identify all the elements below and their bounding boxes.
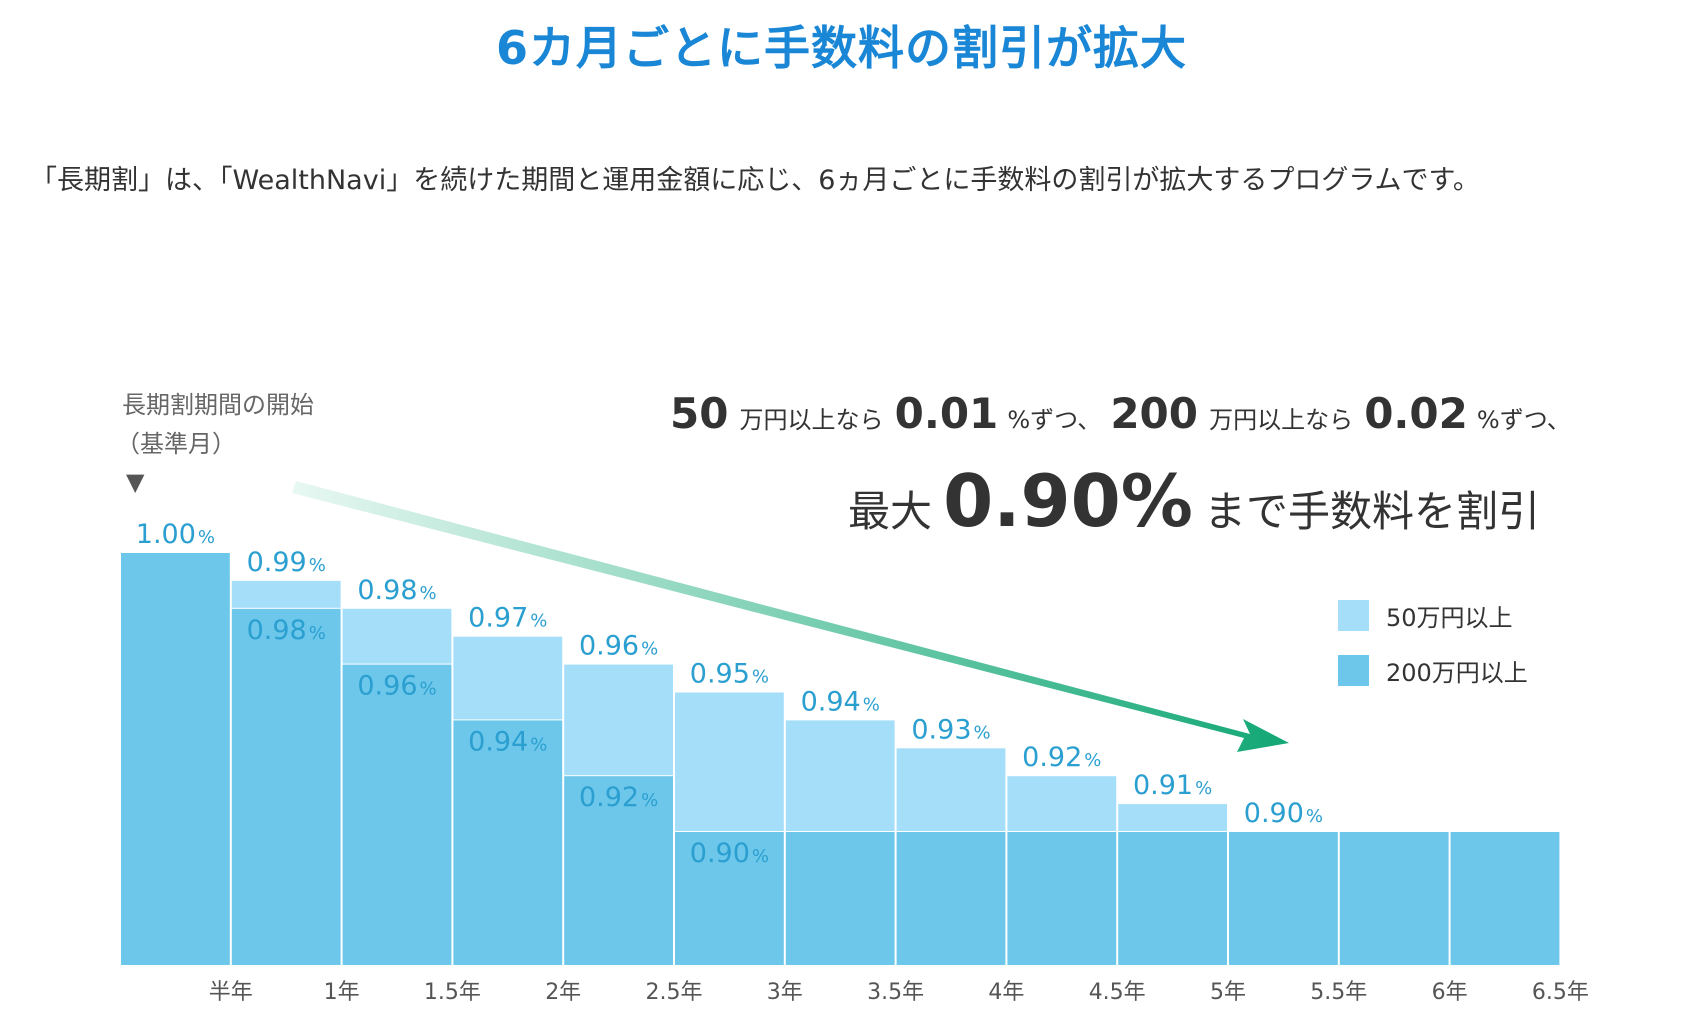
legend-swatch-50 (1338, 600, 1369, 631)
bar-200-7 (896, 832, 1006, 965)
value-label-50-6: 0.94% (801, 686, 880, 717)
bar-200-12 (1450, 832, 1560, 965)
value-label-200-4: 0.92% (579, 782, 658, 813)
decreasing-arrow-icon (292, 481, 1289, 752)
x-tick-label-3: 1.5年 (424, 980, 481, 1005)
headline-suffix-1: %ずつ、 (1007, 406, 1101, 434)
value-label-50-1: 0.99% (247, 547, 326, 578)
start-label-line1: 長期割期間の開始 (122, 391, 314, 419)
headline-amount-1: 50 (670, 389, 728, 438)
x-tick-label-11: 5.5年 (1310, 980, 1367, 1005)
value-label-200-2: 0.96% (357, 671, 436, 702)
value-label-200-5: 0.90% (690, 838, 769, 869)
value-label-50-7: 0.93% (911, 714, 990, 745)
value-label-50-3: 0.97% (468, 603, 547, 634)
x-tick-label-12: 6年 (1432, 980, 1468, 1005)
bar-50-3 (453, 636, 563, 720)
bar-200-3 (453, 720, 563, 965)
bar-50-1 (231, 580, 341, 608)
value-label-50-9: 0.91% (1133, 770, 1212, 801)
value-label-50-2: 0.98% (357, 575, 436, 606)
x-tick-label-9: 4.5年 (1089, 980, 1146, 1005)
x-axis-ticks: 半年 1年 1.5年 2年 2.5年 3年 3.5年 4年 4.5年 5年 5.5年 6年 6.5年 (209, 980, 1589, 1005)
value-label-50-8: 0.92% (1022, 742, 1101, 773)
x-tick-label-13: 6.5年 (1532, 980, 1589, 1005)
page-title: 6カ月ごとに手数料の割引が拡大 (495, 21, 1187, 75)
x-tick-label-6: 3年 (767, 980, 803, 1005)
legend-label-50: 50万円以上 (1386, 604, 1513, 632)
bar-200-6 (785, 832, 895, 965)
start-label-line2: （基準月） (116, 430, 236, 458)
headline2-prefix: 最大 (848, 487, 932, 536)
headline-line2: 最大 0.90% まで手数料を割引 (848, 459, 1540, 543)
value-labels-group: 1.00 % 0.99 % 0.98 % 0.98 % 0.96 % 0.97 % 0.94 % 0.96%… (136, 519, 1323, 869)
bar-200-9 (1118, 832, 1227, 965)
bar-200-11 (1339, 832, 1449, 965)
legend-swatch-200 (1338, 655, 1369, 686)
headline2-suffix: まで手数料を割引 (1204, 487, 1540, 536)
headline-rate-2: 0.02 (1364, 389, 1468, 438)
x-tick-label-7: 3.5年 (867, 980, 924, 1005)
headline-unit-1: 万円以上なら (740, 406, 884, 434)
headline2-rate: 0.90% (943, 459, 1193, 543)
headline-rate-1: 0.01 (895, 389, 999, 438)
value-label-200-3: 0.94% (468, 726, 547, 757)
bar-50-8 (1007, 776, 1117, 831)
value-label-50-4: 0.96% (579, 631, 658, 662)
legend: 50万円以上 200万円以上 (1338, 600, 1528, 687)
value-label-200-1: 0.98% (247, 615, 326, 646)
bar-50-6 (785, 720, 895, 831)
bar-200-1 (231, 608, 341, 965)
x-tick-label-4: 2年 (545, 980, 581, 1005)
bar-50-2 (342, 608, 452, 664)
start-marker-icon: ▼ (126, 468, 145, 496)
bar-50-5 (675, 692, 784, 831)
headline-unit-2: 万円以上なら (1209, 406, 1353, 434)
bar-50-4 (564, 664, 673, 776)
headline-amount-2: 200 (1110, 389, 1198, 438)
value-label-50-10: 0.90% (1244, 798, 1323, 829)
bar-200-10 (1229, 832, 1338, 965)
bar-50-7 (896, 748, 1006, 831)
x-tick-label-5: 2.5年 (646, 980, 703, 1005)
value-label-50-5: 0.95% (690, 659, 769, 690)
bar-50-9 (1118, 804, 1227, 831)
bars-group (121, 553, 1560, 965)
headline-suffix-2: %ずつ、 (1477, 406, 1571, 434)
x-tick-label-2: 1年 (324, 980, 360, 1005)
headline-line1: 50 万円以上なら 0.01 %ずつ、 200 万円以上なら 0.02 %ずつ、 (670, 389, 1571, 438)
x-tick-label-8: 4年 (988, 980, 1024, 1005)
x-tick-label-1: 半年 (209, 980, 253, 1005)
bar-200-8 (1007, 832, 1117, 965)
legend-label-200: 200万円以上 (1386, 659, 1528, 687)
x-tick-label-10: 5年 (1210, 980, 1246, 1005)
bar-200-5 (675, 832, 784, 965)
bar-200-2 (342, 664, 452, 965)
bar-200-0 (121, 553, 230, 965)
bar-200-4 (564, 776, 673, 965)
intro-text: 「長期割」は、「WealthNavi」を続けた期間と運用金額に応じ、6ヵ月ごとに… (30, 165, 1480, 196)
value-label-50-0: 1.00% (136, 519, 215, 550)
